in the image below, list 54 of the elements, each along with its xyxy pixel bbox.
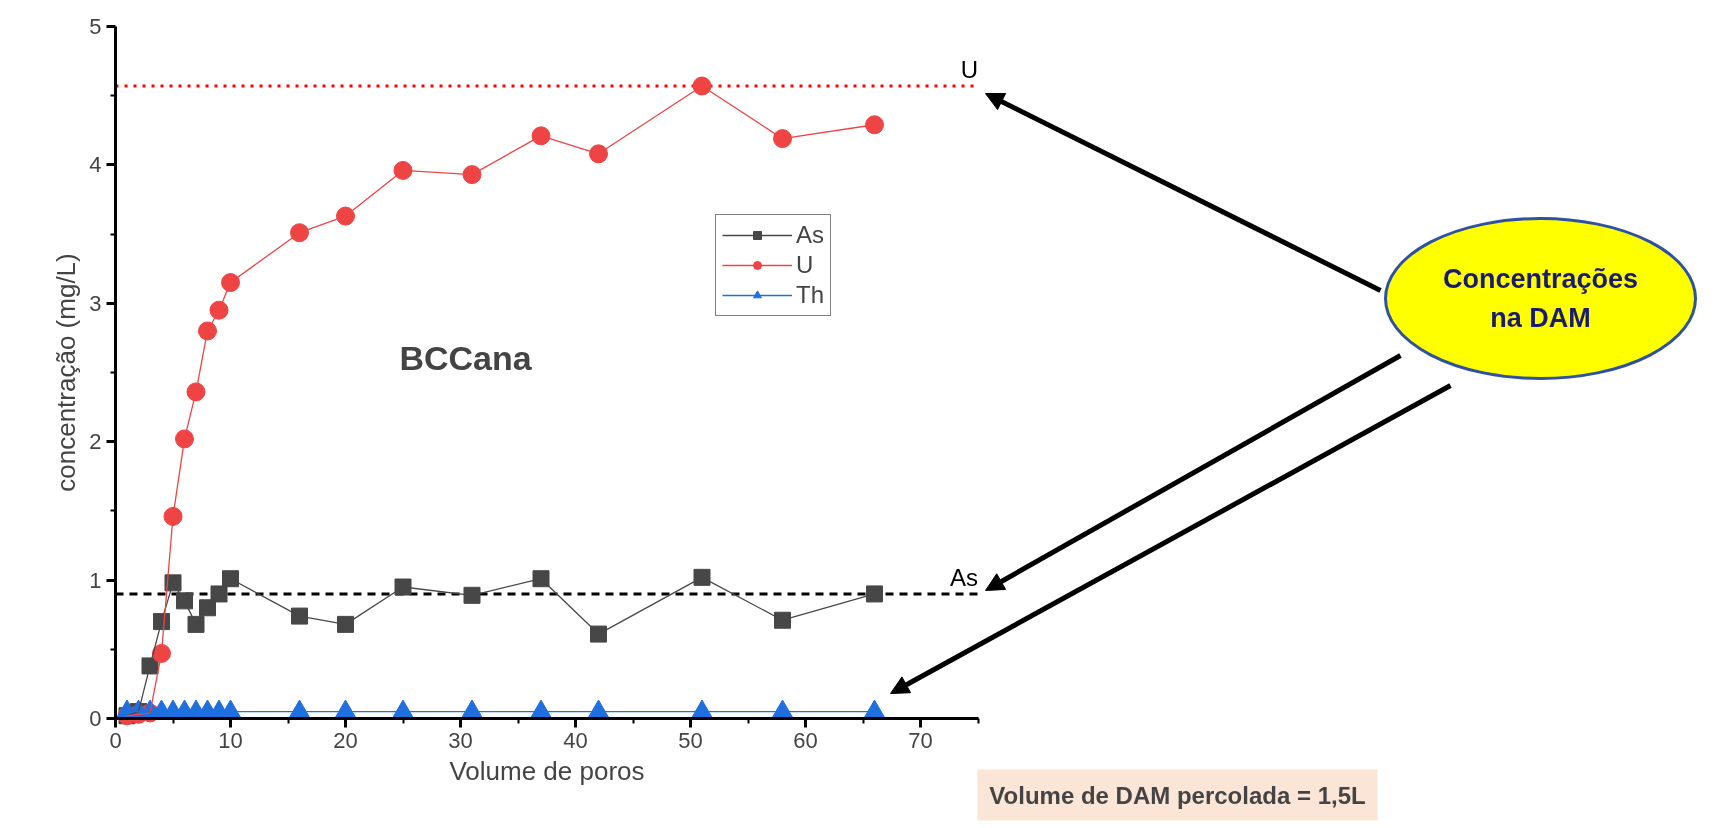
point [209, 300, 229, 320]
ref-line-label: U [960, 56, 979, 84]
point [290, 223, 309, 243]
point [692, 76, 712, 96]
point [590, 625, 607, 643]
x-tick-label: 60 [793, 727, 818, 753]
legend-label: Th [796, 281, 825, 309]
point [462, 165, 482, 185]
text: Volume de DAM percolada = 1,5L [989, 781, 1366, 809]
point [393, 160, 413, 180]
point [865, 115, 884, 135]
y-tick-label: 0 [89, 706, 102, 731]
point [163, 506, 183, 526]
y-tick-label: 5 [89, 14, 102, 39]
legend-label: As [796, 221, 825, 249]
legend-label: U [796, 251, 815, 279]
point [866, 585, 883, 603]
x-tick-label: 70 [908, 727, 933, 753]
x-tick-label: 10 [218, 727, 243, 753]
point [336, 206, 355, 226]
point [773, 129, 792, 149]
y-tick-label: 3 [89, 290, 102, 316]
x-tick-label: 20 [333, 727, 358, 753]
point [463, 586, 481, 604]
x-tick-label: 50 [678, 727, 703, 753]
y-axis-title: concentração (mg/L) [51, 253, 82, 492]
point [175, 429, 194, 449]
x-tick-label: 0 [109, 727, 122, 753]
point [774, 611, 791, 629]
point [186, 382, 206, 402]
y-tick-label: 1 [89, 567, 102, 593]
point [394, 578, 412, 596]
annotation: BCCana [399, 338, 533, 377]
point [198, 321, 217, 341]
point [164, 574, 182, 592]
point [291, 607, 308, 625]
point [589, 144, 608, 164]
point [531, 126, 551, 146]
point [222, 570, 239, 588]
y-tick-label: 2 [89, 429, 102, 455]
x-axis-title: Volume de poros [449, 755, 645, 786]
point [141, 657, 159, 675]
point [210, 585, 228, 603]
x-tick-label: 30 [448, 727, 473, 753]
x-tick-label: 40 [563, 727, 588, 753]
point [337, 615, 354, 633]
y-tick-label: 4 [89, 152, 102, 178]
point [532, 570, 550, 588]
ref-line-label: As [949, 563, 979, 591]
point [187, 615, 205, 633]
point [221, 273, 240, 293]
point [176, 592, 193, 610]
text: Concentrações na DAM [1442, 264, 1639, 333]
point [693, 568, 711, 586]
